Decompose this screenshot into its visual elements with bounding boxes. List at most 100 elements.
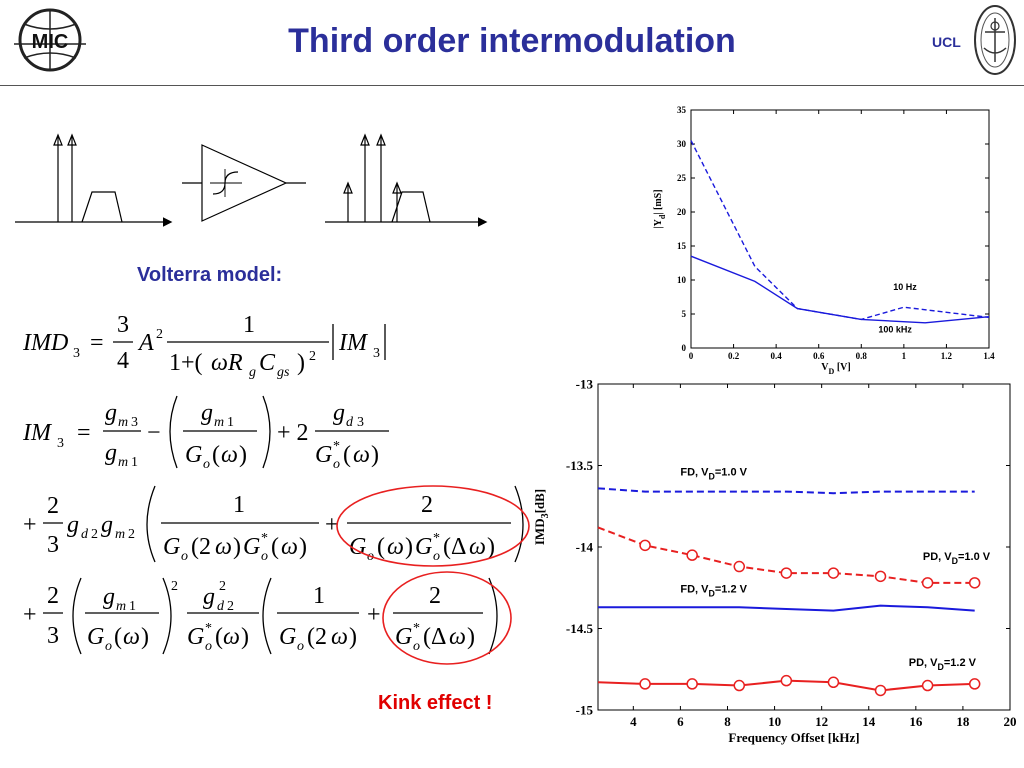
kink-highlight-ellipse-2 bbox=[382, 571, 512, 665]
svg-text:2: 2 bbox=[219, 579, 226, 594]
svg-text:g: g bbox=[103, 584, 115, 610]
series-marker bbox=[733, 560, 746, 573]
intermodulation-schematic bbox=[15, 133, 488, 227]
mic-logo: MIC bbox=[14, 8, 86, 72]
svg-text:g: g bbox=[105, 400, 117, 426]
svg-text:*: * bbox=[413, 621, 420, 636]
y-tick-label: 5 bbox=[682, 309, 687, 319]
svg-text:g: g bbox=[201, 400, 213, 426]
x-tick-label: 4 bbox=[630, 714, 637, 729]
y-axis-label: |Yd| [mS] bbox=[653, 189, 667, 228]
series-marker bbox=[827, 567, 840, 579]
svg-text:=: = bbox=[90, 330, 104, 356]
svg-text:1+(: 1+( bbox=[169, 350, 203, 376]
svg-text:+: + bbox=[23, 512, 37, 538]
amplifier-icon bbox=[182, 144, 306, 222]
y-tick-label: 35 bbox=[677, 105, 687, 115]
svg-text:(: ( bbox=[212, 442, 220, 468]
im3-subscript: 3 bbox=[57, 436, 64, 451]
imd3-lhs: IMD bbox=[22, 330, 68, 356]
x-axis-label: Frequency Offset [kHz] bbox=[728, 730, 859, 745]
im3-term-2: + 2 3 g d 2 g m 2 1 G o (2 ω ) G * o ( ω… bbox=[23, 485, 530, 567]
svg-text:g: g bbox=[105, 440, 117, 466]
svg-text:G: G bbox=[87, 624, 104, 650]
y-tick-label: -13.5 bbox=[566, 458, 594, 473]
series-line bbox=[598, 604, 975, 612]
x-tick-label: 12 bbox=[815, 714, 828, 729]
series-marker bbox=[686, 549, 698, 561]
svg-text:G: G bbox=[163, 534, 180, 560]
svg-text:=: = bbox=[77, 420, 91, 446]
volterra-label: Volterra model: bbox=[137, 264, 283, 286]
svg-text:ω: ω bbox=[331, 624, 348, 650]
svg-text:1: 1 bbox=[243, 312, 255, 338]
svg-text:): ) bbox=[487, 534, 495, 560]
svg-text:G: G bbox=[185, 442, 202, 468]
svg-text:C: C bbox=[259, 350, 276, 376]
svg-text:g: g bbox=[203, 584, 215, 610]
svg-text:g: g bbox=[67, 512, 79, 538]
svg-text:+: + bbox=[23, 602, 37, 628]
svg-text:m: m bbox=[118, 415, 128, 430]
kink-effect-label: Kink effect ! bbox=[378, 692, 493, 714]
y-tick-label: 30 bbox=[677, 139, 687, 149]
svg-text:(: ( bbox=[377, 534, 385, 560]
svg-text:+ 2: + 2 bbox=[277, 420, 309, 446]
svg-text:+: + bbox=[367, 602, 381, 628]
svg-text:ω: ω bbox=[281, 534, 298, 560]
series-marker bbox=[921, 679, 934, 692]
svg-text:): ) bbox=[371, 442, 379, 468]
mic-logo-text: MIC bbox=[32, 31, 69, 53]
svg-text:(Δ: (Δ bbox=[443, 534, 466, 560]
svg-text:(: ( bbox=[114, 624, 122, 650]
svg-text:o: o bbox=[181, 549, 188, 564]
page-title: Third order intermodulation bbox=[288, 22, 736, 60]
series-label: FD, VD=1.0 V bbox=[680, 466, 747, 481]
series-marker bbox=[968, 678, 981, 690]
series-label-10hz: 10 Hz bbox=[893, 282, 917, 292]
svg-text:2: 2 bbox=[47, 583, 59, 609]
series-marker bbox=[780, 674, 793, 687]
svg-text:2: 2 bbox=[156, 327, 163, 342]
svg-text:ω: ω bbox=[223, 624, 240, 650]
svg-text:2: 2 bbox=[429, 583, 441, 609]
svg-text:+: + bbox=[325, 512, 339, 538]
svg-text:ω: ω bbox=[387, 534, 404, 560]
series-marker bbox=[686, 678, 698, 690]
svg-text:3: 3 bbox=[47, 623, 59, 649]
ucl-crest-icon bbox=[974, 5, 1016, 75]
svg-text:o: o bbox=[333, 457, 340, 472]
svg-text:): ) bbox=[239, 442, 247, 468]
svg-text:o: o bbox=[297, 639, 304, 654]
svg-text:o: o bbox=[203, 457, 210, 472]
x-tick-label: 10 bbox=[768, 714, 781, 729]
y-tick-label: -14 bbox=[576, 540, 594, 555]
x-tick-label: 0.4 bbox=[771, 351, 783, 361]
svg-text:1: 1 bbox=[233, 492, 245, 518]
series-label: PD, VD=1.0 V bbox=[923, 551, 991, 566]
svg-text:*: * bbox=[261, 531, 268, 546]
svg-text:1: 1 bbox=[313, 583, 325, 609]
svg-text:2: 2 bbox=[91, 527, 98, 542]
svg-text:): ) bbox=[141, 624, 149, 650]
x-tick-label: 8 bbox=[724, 714, 731, 729]
svg-text:d: d bbox=[217, 599, 225, 614]
imd3-subscript: 3 bbox=[73, 346, 80, 361]
svg-text:o: o bbox=[261, 549, 268, 564]
svg-text:G: G bbox=[395, 624, 412, 650]
imd3-vs-frequency-chart: 4 6 8 10 12 14 16 18 20 -13 -13.5 -14 -14.5 -15 Freque… bbox=[532, 377, 1017, 745]
x-tick-label: 1.4 bbox=[983, 351, 995, 361]
x-tick-label: 0.2 bbox=[728, 351, 740, 361]
svg-text:o: o bbox=[105, 639, 112, 654]
svg-text:g: g bbox=[101, 512, 113, 538]
series-marker bbox=[639, 539, 651, 552]
svg-text:): ) bbox=[241, 624, 249, 650]
svg-text:ω: ω bbox=[449, 624, 466, 650]
svg-text:3: 3 bbox=[117, 312, 129, 338]
svg-text:3: 3 bbox=[357, 415, 364, 430]
svg-text:): ) bbox=[233, 534, 241, 560]
header-divider bbox=[0, 85, 1024, 86]
y-tick-label: 25 bbox=[677, 173, 687, 183]
svg-text:(: ( bbox=[215, 624, 223, 650]
series-line bbox=[690, 255, 990, 324]
